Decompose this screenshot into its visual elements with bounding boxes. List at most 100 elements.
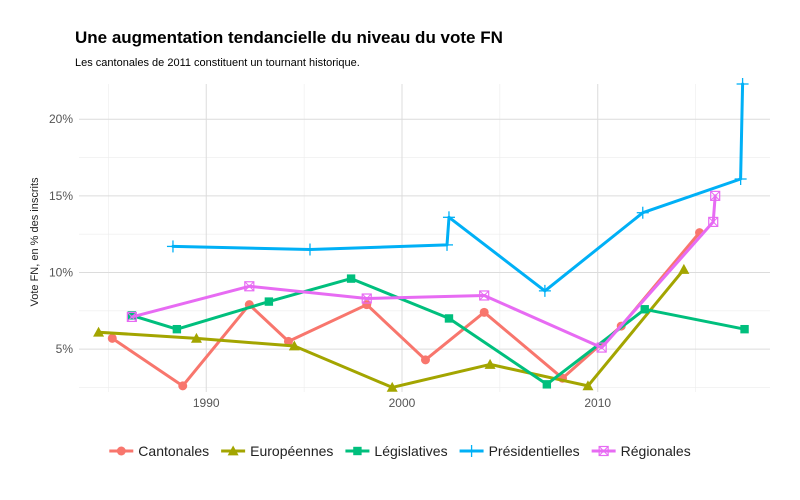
data-point (353, 446, 362, 456)
point-triangle (190, 332, 202, 343)
point-circle (420, 355, 430, 365)
data-point (227, 445, 239, 456)
data-point (172, 324, 182, 334)
data-point (596, 342, 607, 353)
chart-subtitle: Les cantonales de 2011 constituent un to… (75, 57, 360, 69)
data-point (178, 381, 188, 391)
data-point (710, 190, 721, 201)
point-triangle (484, 358, 496, 369)
series-line (130, 194, 717, 350)
data-point (484, 358, 496, 369)
data-point (465, 445, 478, 457)
point-square-x-box (598, 445, 609, 457)
data-point (598, 445, 609, 457)
x-tick-label: 2010 (584, 396, 611, 410)
data-point (582, 380, 594, 391)
data-point (444, 314, 454, 323)
data-point (283, 336, 293, 346)
series-européennes (93, 263, 690, 392)
data-point (678, 263, 690, 274)
data-point (386, 381, 398, 392)
data-point (636, 206, 649, 219)
grid (79, 84, 770, 392)
point-circle (283, 336, 293, 346)
point-square-x-d2 (479, 290, 490, 301)
point-square-x-d2 (598, 446, 609, 456)
data-point (640, 305, 649, 314)
legend-label: Régionales (621, 443, 691, 459)
data-point (346, 274, 356, 283)
data-point (740, 324, 749, 334)
y-tick-label: 5% (56, 342, 74, 356)
point-square-x-d2 (708, 217, 719, 227)
x-tick-label: 2000 (389, 396, 416, 410)
series-line (171, 82, 745, 293)
data-point (116, 446, 126, 456)
point-square-x-d2 (244, 281, 255, 292)
data-point (126, 311, 137, 323)
series-présidentielles (166, 78, 749, 297)
y-tick-label: 10% (49, 265, 73, 279)
data-point (107, 333, 117, 343)
data-point (166, 240, 179, 253)
data-point (442, 211, 455, 224)
series-régionales (126, 190, 721, 353)
axis-ticks: 1990 2000 2010 5% 10% 15% 20% (49, 112, 611, 410)
point-square-x-d2 (596, 342, 607, 353)
series-législatives (127, 274, 749, 389)
series-layer (93, 78, 749, 392)
data-point (734, 173, 747, 186)
series-line (110, 231, 701, 388)
point-triangle (288, 340, 300, 351)
point-square (542, 380, 552, 389)
point-square (444, 314, 454, 323)
data-point (736, 78, 749, 90)
point-square-x-box (361, 293, 372, 304)
point-square-x-box (126, 311, 137, 323)
chart-title: Une augmentation tendancielle du niveau … (75, 28, 503, 47)
point-triangle (582, 380, 594, 391)
point-square-x-d2 (126, 312, 137, 322)
point-circle (107, 333, 117, 343)
x-tick-label: 1990 (193, 396, 220, 410)
data-point (420, 355, 430, 365)
point-circle (116, 446, 126, 456)
point-triangle (227, 445, 239, 456)
y-tick-label: 20% (49, 112, 73, 126)
point-square (346, 274, 356, 283)
data-point (479, 307, 489, 317)
point-triangle (386, 381, 398, 392)
data-point (542, 380, 552, 389)
point-square (740, 324, 749, 334)
data-point (538, 284, 551, 297)
legend-label: Européennes (250, 443, 333, 459)
point-square (264, 297, 274, 306)
legend-item: Législatives (345, 443, 448, 459)
legend-item: Présidentielles (459, 443, 580, 459)
point-square-x-d2 (710, 191, 721, 201)
point-square-x-box (710, 190, 721, 201)
data-point (264, 297, 274, 306)
legend: Cantonales Européennes Législatives Préside… (109, 443, 691, 459)
point-triangle (93, 326, 105, 337)
point-square-x-d2 (361, 293, 372, 304)
point-square-x-box (244, 281, 255, 292)
data-point (361, 293, 372, 304)
series-cantonales (107, 228, 705, 391)
legend-item: Cantonales (109, 443, 209, 459)
data-point (303, 243, 316, 256)
data-point (362, 300, 372, 310)
point-circle (479, 307, 489, 317)
point-triangle (678, 263, 690, 274)
point-square-x-box (708, 216, 719, 228)
data-point (288, 340, 300, 351)
legend-label: Présidentielles (489, 443, 580, 459)
data-point (708, 216, 719, 228)
point-circle (362, 300, 372, 310)
point-square-x-box (596, 342, 607, 353)
legend-label: Cantonales (138, 443, 209, 459)
data-point (93, 326, 105, 337)
point-square (640, 305, 649, 314)
data-point (441, 238, 454, 251)
